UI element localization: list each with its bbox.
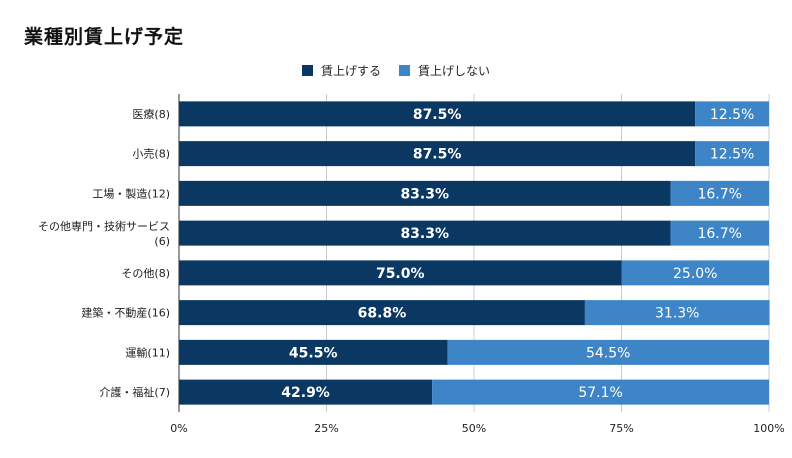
data-label: 75.0% <box>376 266 425 282</box>
data-label: 12.5% <box>710 107 754 123</box>
data-label: 87.5% <box>413 147 462 163</box>
bar-segment <box>695 141 769 167</box>
data-label: 16.7% <box>697 186 741 202</box>
category-label: 小売(8) <box>132 148 170 161</box>
bar-segment <box>584 300 770 326</box>
bar-segment <box>179 379 433 405</box>
legend-item-raise: 賃上げする <box>301 62 381 79</box>
bar-segment <box>179 180 671 206</box>
legend-swatch-no-raise <box>399 65 410 76</box>
category-label: 運輸(11) <box>125 345 170 359</box>
x-tick-label: 100% <box>753 422 784 435</box>
category-label: その他(8) <box>121 267 170 280</box>
bar-segment <box>695 101 769 127</box>
category-label: 医療(8) <box>132 107 170 121</box>
data-label: 54.5% <box>586 345 630 361</box>
data-label: 45.5% <box>289 345 338 361</box>
x-tick-label: 50% <box>462 422 486 435</box>
bar-segment <box>447 339 769 365</box>
bar-segment <box>432 379 769 405</box>
x-tick-label: 0% <box>170 422 187 435</box>
category-label: 工場・製造(12) <box>92 186 170 200</box>
data-label: 57.1% <box>578 385 622 401</box>
data-label: 12.5% <box>710 147 754 163</box>
bar-segment <box>179 260 622 286</box>
bar-segment <box>179 220 671 246</box>
legend-swatch-raise <box>301 65 313 76</box>
data-label: 68.8% <box>358 306 407 322</box>
x-tick-label: 25% <box>314 422 338 435</box>
bar-segment <box>179 101 696 127</box>
data-label: 31.3% <box>655 306 699 322</box>
bar-segment <box>670 220 769 246</box>
chart-legend: 賃上げする 賃上げしない <box>0 62 792 79</box>
category-label: その他専門・技術サービス <box>38 220 170 233</box>
data-label: 42.9% <box>281 385 330 401</box>
bar-segment <box>179 141 696 167</box>
bar-segment <box>670 180 769 206</box>
bar-segment <box>179 339 448 365</box>
legend-item-no-raise: 賃上げしない <box>399 62 490 79</box>
category-label: 建築・不動産(16) <box>81 306 170 320</box>
chart-title: 業種別賃上げ予定 <box>24 26 185 48</box>
category-label: (6) <box>154 235 170 248</box>
data-label: 87.5% <box>413 107 462 123</box>
legend-label-no-raise: 賃上げしない <box>418 64 491 78</box>
data-label: 16.7% <box>697 226 741 242</box>
x-tick-label: 75% <box>609 422 633 435</box>
data-label: 83.3% <box>400 186 449 202</box>
data-label: 25.0% <box>673 266 717 282</box>
data-label: 83.3% <box>400 226 449 242</box>
bar-segment <box>621 260 769 286</box>
bar-segment <box>179 300 585 326</box>
category-label: 介護・福祉(7) <box>99 385 170 399</box>
legend-label-raise: 賃上げする <box>320 64 381 78</box>
